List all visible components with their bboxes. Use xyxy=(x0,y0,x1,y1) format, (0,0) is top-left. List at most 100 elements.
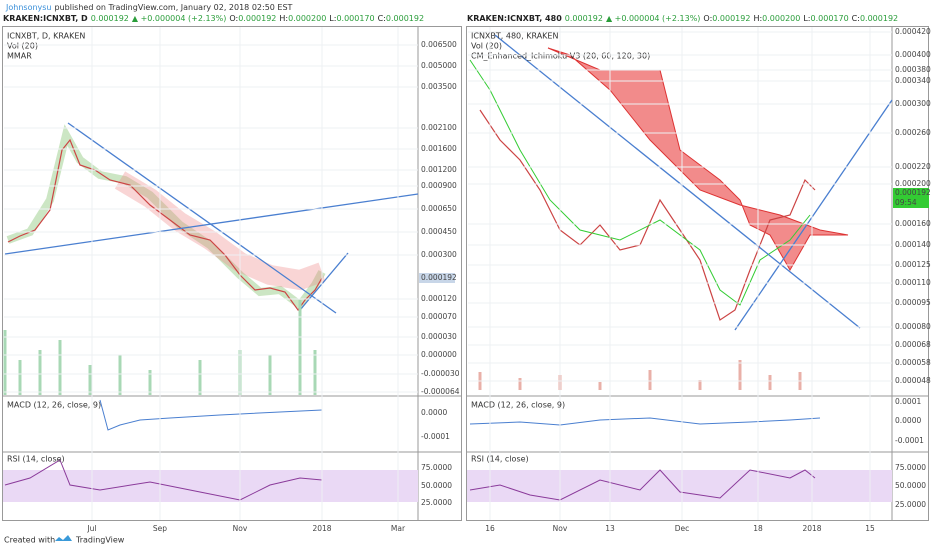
price-label: 0.000650 xyxy=(421,204,457,213)
volume xyxy=(478,360,802,390)
symbol: KRAKEN:ICNXBT, D xyxy=(3,14,88,23)
price-label: 0.003500 xyxy=(421,82,457,91)
ohlc-label: O: xyxy=(703,14,712,23)
price-label: 0.000095 xyxy=(895,298,931,307)
time-label: Nov xyxy=(233,524,248,533)
price-label: 0.002100 xyxy=(421,123,457,132)
price-line xyxy=(479,109,816,321)
ohlc-value: 0.000200 xyxy=(288,14,326,23)
ohlc-value: 0.000170 xyxy=(811,14,849,23)
ohlc-value: 0.000192 xyxy=(712,14,750,23)
legend-item: ICNXBT, 480, KRAKEN xyxy=(471,32,558,41)
price-label: 0.005000 xyxy=(421,61,457,70)
macd-axis-label: 0.0001 xyxy=(895,397,921,406)
rsi-axis-label: 25.0000 xyxy=(895,500,926,509)
macd-axis-label: -0.0001 xyxy=(421,432,450,441)
macd-axis-label: -0.0001 xyxy=(895,436,924,445)
price-label: 0.000450 xyxy=(421,227,457,236)
macd-axis-label: 0.0000 xyxy=(421,408,447,417)
ohlc-label: H: xyxy=(279,14,288,23)
trendline xyxy=(4,193,419,255)
ohlc-value: 0.000200 xyxy=(762,14,800,23)
price-label: 0.001600 xyxy=(421,144,457,153)
ohlc-label: H: xyxy=(753,14,762,23)
price-label: 0.000000 xyxy=(421,350,457,359)
rsi-band xyxy=(467,470,892,502)
ohlc-label: L: xyxy=(329,14,336,23)
price-label: 0.000110 xyxy=(895,278,931,287)
footer-brand: TradingView xyxy=(75,536,125,545)
time-label: 2018 xyxy=(802,524,821,533)
footer-created: Created with xyxy=(4,536,55,545)
header: Johnsonysu published on TradingView.com, … xyxy=(5,3,293,12)
price-label: 0.000400 xyxy=(895,50,931,59)
legend-item: Vol (20) xyxy=(471,42,502,51)
left-pane xyxy=(2,26,462,521)
ohlc-label: C: xyxy=(852,14,860,23)
price-label: 0.000140 xyxy=(895,240,931,249)
time-label: Nov xyxy=(553,524,568,533)
current-price: 0.000192 xyxy=(895,188,931,197)
price-label: 0.000030 xyxy=(421,332,457,341)
mmar-ribbon xyxy=(114,171,326,291)
price-label: 0.000300 xyxy=(421,250,457,259)
trendline xyxy=(734,99,893,331)
ohlc-value: 0.000170 xyxy=(336,14,374,23)
symbol-line: KRAKEN:ICNXBT, D 0.000192 ▲ +0.000004 (+2.… xyxy=(3,14,424,23)
price-label: -0.000030 xyxy=(421,369,460,378)
price-label: 0.000070 xyxy=(421,312,457,321)
legend-item: MMAR xyxy=(7,52,32,61)
change: ▲ +0.000004 (+2.13%) xyxy=(132,14,226,23)
rsi-line xyxy=(4,459,323,501)
ohlc-value: 0.000192 xyxy=(238,14,276,23)
author: Johnsonysu xyxy=(5,3,52,12)
symbol-line: KRAKEN:ICNXBT, 480 0.000192 ▲ +0.000004 (+… xyxy=(467,14,898,23)
ohlc-label: O: xyxy=(229,14,238,23)
published: published on TradingView.com, January 02… xyxy=(55,3,293,12)
current-price: 0.000192 xyxy=(421,273,457,282)
last: 0.000192 xyxy=(91,14,129,23)
time-label: 18 xyxy=(753,524,763,533)
price-label: 0.000058 xyxy=(895,358,931,367)
ohlc-value: 0.000192 xyxy=(386,14,424,23)
legend-item: ICNXBT, D, KRAKEN xyxy=(7,32,85,41)
current-price-tag xyxy=(893,188,929,198)
time-label: 13 xyxy=(605,524,615,533)
kijun-line xyxy=(469,59,811,306)
rsi-axis-label: 25.0000 xyxy=(421,498,452,507)
time-label: Mar xyxy=(391,524,406,533)
time-label: Dec xyxy=(675,524,690,533)
price-label: 0.000200 xyxy=(895,179,931,188)
macd-axis-label: 0.0000 xyxy=(895,416,921,425)
symbol: KRAKEN:ICNXBT, 480 xyxy=(467,14,562,23)
logo xyxy=(55,535,72,541)
countdown-tag xyxy=(893,198,929,208)
price-label: 0.000900 xyxy=(421,181,457,190)
trendline xyxy=(67,122,337,314)
price-label: 0.000340 xyxy=(895,76,931,85)
price-label: 0.000380 xyxy=(895,65,931,74)
rsi-label: RSI (14, close) xyxy=(471,455,529,464)
rsi-axis-label: 50.0000 xyxy=(421,481,452,490)
ohlc-label: L: xyxy=(803,14,810,23)
rsi-axis-label: 75.0000 xyxy=(895,463,926,472)
macd-label: MACD (12, 26, close, 9) xyxy=(471,401,565,410)
price-label: 0.000420 xyxy=(895,27,931,36)
price-label: 0.001200 xyxy=(421,165,457,174)
price-label: 0.000160 xyxy=(895,219,931,228)
price-label: 0.000120 xyxy=(421,294,457,303)
macd-label: MACD (12, 26, close, 9) xyxy=(7,401,101,410)
trendline xyxy=(299,252,349,311)
price-label: 0.000048 xyxy=(895,376,931,385)
rsi-band xyxy=(3,470,418,502)
legend-item: Vol (20) xyxy=(7,42,38,51)
price-label: 0.000068 xyxy=(895,340,931,349)
price-label: 0.000080 xyxy=(895,322,931,331)
last: 0.000192 xyxy=(565,14,603,23)
right-pane xyxy=(466,26,929,521)
price-label: 0.000220 xyxy=(895,162,931,171)
rsi-label: RSI (14, close) xyxy=(7,455,65,464)
price-label: 0.000300 xyxy=(895,99,931,108)
time-label: 2018 xyxy=(312,524,331,533)
